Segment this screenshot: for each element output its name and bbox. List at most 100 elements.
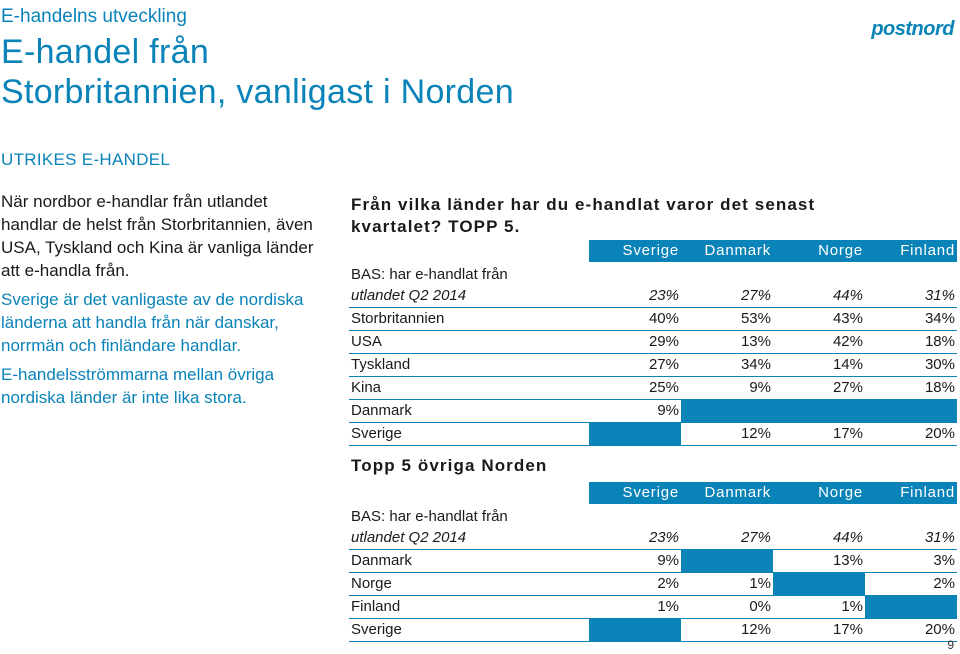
cell-value: 9% (681, 376, 773, 400)
body-paragraph-2: Sverige är det vanligaste av de nordiska… (1, 290, 304, 355)
table1-col-danmark: Danmark (681, 240, 773, 263)
page-title-line-2: Storbritannien, vanligast i Norden (1, 73, 514, 111)
cell-value: 0% (681, 595, 773, 619)
cell-value: 13% (773, 549, 865, 573)
table2-base-label-line2: utlandet Q2 2014 (351, 529, 467, 546)
cell-value: 25% (589, 376, 681, 400)
body-text: När nordbor e-handlar från utlandet hand… (1, 190, 321, 415)
table-row: Tyskland 27% 34% 14% 30% (349, 353, 957, 377)
table-row: Sverige 12% 17% 20% (349, 422, 957, 446)
cell-value: 27% (773, 376, 865, 400)
table-row: Danmark 9% (349, 399, 957, 423)
table2-col-sverige: Sverige (589, 482, 681, 505)
section-label: UTRIKES E-HANDEL (1, 150, 171, 169)
table1-base-row: BAS: har e-handlat från utlandet Q2 2014… (349, 262, 957, 308)
cell-value (681, 549, 773, 573)
cell-value: 40% (589, 307, 681, 331)
row-label: Norge (349, 572, 589, 596)
table1-base-value: 23% (589, 262, 681, 308)
table1-base-value: 44% (773, 262, 865, 308)
cell-value: 17% (773, 422, 865, 446)
cell-value (681, 399, 773, 423)
cell-value: 1% (773, 595, 865, 619)
cell-value: 2% (589, 572, 681, 596)
cell-value: 1% (589, 595, 681, 619)
page-title: E-handel från Storbritannien, vanligast … (1, 32, 514, 112)
row-label: Storbritannien (349, 307, 589, 331)
table-row: Danmark 9% 13% 3% (349, 549, 957, 573)
row-label: Danmark (349, 549, 589, 573)
cell-value: 17% (773, 618, 865, 642)
table2-header-row: Sverige Danmark Norge Finland (349, 482, 957, 505)
table1-header-row: Sverige Danmark Norge Finland (349, 240, 957, 263)
body-paragraph-1: När nordbor e-handlar från utlandet hand… (1, 192, 314, 280)
cell-value: 43% (773, 307, 865, 331)
cell-value: 29% (589, 330, 681, 354)
table-row: Sverige 12% 17% 20% (349, 618, 957, 642)
cell-value: 18% (865, 376, 957, 400)
row-label: Danmark (349, 399, 589, 423)
table-row: Storbritannien 40% 53% 43% 34% (349, 307, 957, 331)
table2-heading: Topp 5 övriga Norden (351, 456, 548, 475)
cell-value: 12% (681, 422, 773, 446)
cell-value (589, 618, 681, 642)
cell-value: 3% (865, 549, 957, 573)
table2-base-value: 31% (865, 504, 957, 550)
section-kicker: E-handelns utveckling (1, 6, 187, 27)
table2-header-blank (349, 482, 589, 505)
table-row: Kina 25% 9% 27% 18% (349, 376, 957, 400)
cell-value: 18% (865, 330, 957, 354)
row-label: Sverige (349, 422, 589, 446)
table1-base-label-line1: BAS: har e-handlat från (351, 266, 508, 283)
table1-col-norge: Norge (773, 240, 865, 263)
table2-col-norge: Norge (773, 482, 865, 505)
cell-value (865, 595, 957, 619)
table2-base-label: BAS: har e-handlat från utlandet Q2 2014 (349, 504, 589, 550)
row-label: USA (349, 330, 589, 354)
cell-value (773, 572, 865, 596)
table1-base-label-line2: utlandet Q2 2014 (351, 287, 467, 304)
table-top5-nordic: Sverige Danmark Norge Finland BAS: har e… (349, 482, 957, 642)
cell-value: 2% (865, 572, 957, 596)
cell-value: 20% (865, 618, 957, 642)
table1-question: Från vilka länder har du e-handlat varor… (351, 195, 816, 236)
body-paragraph-3: E-handelsströmmarna mellan övriga nordis… (1, 365, 275, 407)
table-row: Finland 1% 0% 1% (349, 595, 957, 619)
cell-value: 30% (865, 353, 957, 377)
cell-value: 27% (589, 353, 681, 377)
table-row: Norge 2% 1% 2% (349, 572, 957, 596)
table2-base-value: 27% (681, 504, 773, 550)
cell-value: 34% (865, 307, 957, 331)
table2-col-finland: Finland (865, 482, 957, 505)
cell-value: 9% (589, 549, 681, 573)
cell-value: 1% (681, 572, 773, 596)
table1-base-value: 27% (681, 262, 773, 308)
table1-col-sverige: Sverige (589, 240, 681, 263)
table2-base-row: BAS: har e-handlat från utlandet Q2 2014… (349, 504, 957, 550)
table2-base-label-line1: BAS: har e-handlat från (351, 508, 508, 525)
table2-col-danmark: Danmark (681, 482, 773, 505)
cell-value: 53% (681, 307, 773, 331)
table1-base-label: BAS: har e-handlat från utlandet Q2 2014 (349, 262, 589, 308)
row-label: Tyskland (349, 353, 589, 377)
page-number: 9 (947, 638, 954, 652)
cell-value (589, 422, 681, 446)
cell-value: 14% (773, 353, 865, 377)
table2-base-value: 23% (589, 504, 681, 550)
cell-value (865, 399, 957, 423)
row-label: Sverige (349, 618, 589, 642)
table-top5-countries: Sverige Danmark Norge Finland BAS: har e… (349, 240, 957, 446)
table-row: USA 29% 13% 42% 18% (349, 330, 957, 354)
table2-base-value: 44% (773, 504, 865, 550)
cell-value: 20% (865, 422, 957, 446)
row-label: Finland (349, 595, 589, 619)
table1-header-blank (349, 240, 589, 263)
page-title-line-1: E-handel från (1, 33, 210, 71)
row-label: Kina (349, 376, 589, 400)
table1-col-finland: Finland (865, 240, 957, 263)
postnord-logo: postnord (871, 18, 954, 40)
cell-value: 9% (589, 399, 681, 423)
cell-value (773, 399, 865, 423)
cell-value: 34% (681, 353, 773, 377)
cell-value: 42% (773, 330, 865, 354)
